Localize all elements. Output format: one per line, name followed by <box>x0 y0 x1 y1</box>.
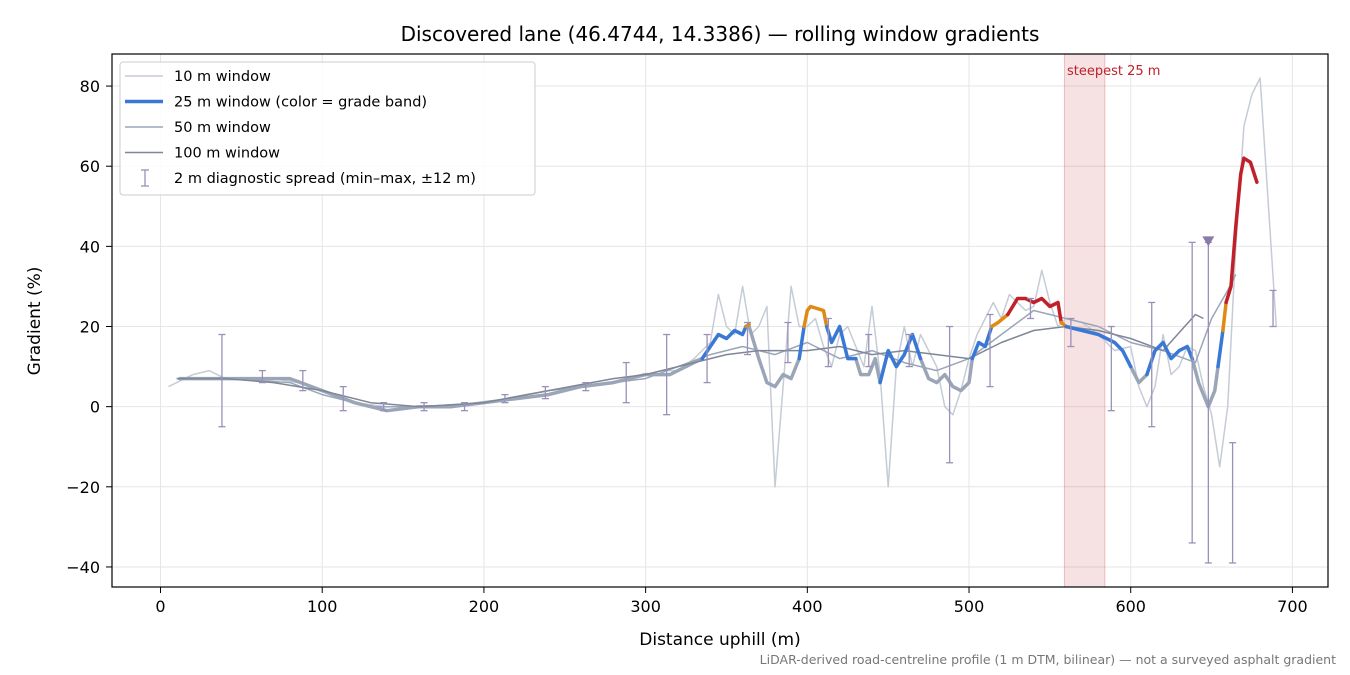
series-25m-moderate-segment-3 <box>802 304 829 329</box>
legend: 10 m window 25 m window (color = grade ba… <box>119 61 536 196</box>
legend-item-1: 25 m window (color = grade band) <box>125 95 427 111</box>
errorbar-23 <box>1148 301 1156 428</box>
errorbar-19 <box>986 313 994 388</box>
y-tick-label-60: 60 <box>80 157 100 176</box>
errorbar-11 <box>663 333 671 416</box>
x-tick-label-500: 500 <box>954 597 985 616</box>
y-axis-ticks: −40 −20 0 20 40 60 80 <box>66 77 112 577</box>
x-tick-label-100: 100 <box>307 597 338 616</box>
series-25m-gray-segment-4 <box>1128 364 1149 385</box>
x-axis-ticks: 0 100 200 300 400 500 600 700 <box>155 587 1308 616</box>
x-tick-label-700: 700 <box>1277 597 1308 616</box>
peak-marker-triangle <box>1202 236 1215 247</box>
series-25m-easy-segment-5 <box>878 332 923 385</box>
errorbar-4 <box>380 402 388 412</box>
errorbar-18 <box>946 325 954 464</box>
y-tick-label-20: 20 <box>80 318 100 337</box>
series-25m-gray-segment-3 <box>918 356 975 393</box>
y-tick-label-80: 80 <box>80 77 100 96</box>
errorbar-20 <box>1026 297 1034 320</box>
x-axis-label: Distance uphill (m) <box>639 630 800 650</box>
errorbars <box>218 236 1277 564</box>
errorbar-9 <box>582 381 590 392</box>
errorbar-8 <box>541 385 549 400</box>
y-tick-label--20: −20 <box>66 478 100 497</box>
legend-label: 50 m window <box>174 120 271 136</box>
plot-border <box>111 53 1329 588</box>
series-25m-gray-segment-1 <box>747 324 801 389</box>
y-tick-label-0: 0 <box>90 398 100 417</box>
errorbar-21 <box>1067 317 1075 348</box>
errorbar-15 <box>824 317 832 368</box>
y-tick-label--40: −40 <box>66 558 100 577</box>
legend-label: 10 m window <box>174 69 271 85</box>
footnote: LiDAR-derived road-centreline profile (1… <box>760 652 1336 667</box>
legend-item-0: 10 m window <box>125 69 271 85</box>
y-axis-label: Gradient (%) <box>25 267 45 376</box>
series-25m-easy-segment-10 <box>1064 324 1133 369</box>
errorbar-26 <box>1229 442 1237 564</box>
series-25m-easy-segment-11 <box>1145 340 1194 377</box>
x-tick-label-600: 600 <box>1115 597 1146 616</box>
series-25m-gray-segment-2 <box>854 356 882 385</box>
series-25m-steep-segment-14 <box>1224 156 1259 305</box>
series-25m-easy-segment-6 <box>970 324 994 361</box>
series-25m-easy-segment-4 <box>824 324 858 361</box>
legend-item-3: 100 m window <box>125 146 280 162</box>
legend-label: 2 m diagnostic spread (min–max, ±12 m) <box>174 171 476 187</box>
series-25m-gray-segment-0 <box>178 356 704 413</box>
errorbar-14 <box>784 321 792 364</box>
errorbar-27 <box>1269 289 1277 328</box>
steepest-annotation: steepest 25 m <box>1067 64 1160 79</box>
x-tick-label-300: 300 <box>630 597 661 616</box>
errorbar-1 <box>258 369 266 384</box>
errorbar-2 <box>299 369 307 392</box>
errorbar-0 <box>218 333 226 428</box>
series-25m-easy-segment-2 <box>797 324 806 361</box>
errorbar-22 <box>1107 325 1115 412</box>
errorbar-13 <box>743 321 751 356</box>
series-25m-easy-segment-0 <box>700 324 748 361</box>
errorbar-3 <box>339 385 347 412</box>
legend-item-2: 50 m window <box>125 120 271 136</box>
series-25m-easy-segment-12 <box>1216 328 1225 369</box>
x-tick-label-400: 400 <box>792 597 823 616</box>
y-tick-label-40: 40 <box>80 237 100 256</box>
errorbar-16 <box>865 333 873 368</box>
errorbar-17 <box>905 333 913 368</box>
errorbar-6 <box>461 402 469 412</box>
legend-label: 25 m window (color = grade band) <box>174 95 427 111</box>
series-25m-steep-segment-8 <box>1006 296 1063 325</box>
series-100m-line <box>176 313 1204 408</box>
legend-label: 100 m window <box>174 146 280 162</box>
errorbar-12 <box>703 333 711 384</box>
series-25m-moderate-segment-7 <box>989 312 1010 329</box>
chart-title: Discovered lane (46.4744, 14.3386) — rol… <box>401 22 1040 46</box>
plot-frame <box>111 53 1329 588</box>
errorbar-7 <box>501 393 509 404</box>
legend-item-4: 2 m diagnostic spread (min–max, ±12 m) <box>141 169 476 187</box>
errorbar-5 <box>420 402 428 412</box>
x-tick-label-200: 200 <box>469 597 500 616</box>
legend-box <box>119 61 536 196</box>
x-tick-label-0: 0 <box>155 597 165 616</box>
errorbar-24 <box>1188 241 1196 544</box>
errorbar-10 <box>622 361 630 404</box>
series-25m-moderate-segment-13 <box>1221 300 1228 333</box>
